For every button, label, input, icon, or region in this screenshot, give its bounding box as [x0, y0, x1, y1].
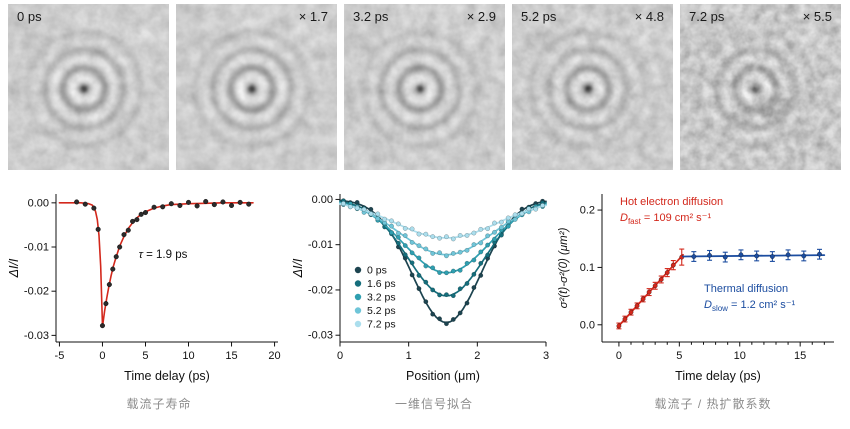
svg-text:σ²(t)-σ²(0) (μm²): σ²(t)-σ²(0) (μm²) — [558, 227, 570, 308]
axes — [335, 194, 547, 347]
chart-caption: 载流子 / 热扩散系数 — [654, 397, 772, 411]
axes — [51, 194, 278, 347]
svg-text:0.2: 0.2 — [580, 205, 595, 217]
chart-line-profiles: 0 1 2 3 0.00 -0.01 -0.02 -0.03 Position (μm) ΔI/I… — [288, 186, 554, 412]
diffusion-plot-wrap: 0 5 10 15 0.0 0.1 0.2 Time delay (ps) σ²(t)-σ²(0… — [554, 186, 846, 391]
micrograph-panel: × 1.7 — [176, 4, 337, 170]
svg-text:20: 20 — [268, 350, 280, 362]
micrograph-image — [8, 4, 169, 170]
time-delay-label: 3.2 ps — [353, 9, 389, 24]
svg-text:0: 0 — [616, 350, 622, 362]
svg-text:-0.02: -0.02 — [24, 286, 49, 298]
svg-text:15: 15 — [225, 350, 237, 362]
svg-text:-0.01: -0.01 — [24, 242, 49, 254]
carrier-lifetime-plot-wrap: -5 0 5 10 15 20 0.00 -0.01 -0.02 -0.03 Time delay … — [4, 186, 288, 391]
magnification-label: × 5.5 — [802, 9, 832, 24]
svg-text:ΔI/I: ΔI/I — [7, 258, 21, 278]
line-profiles-plot: 0 1 2 3 0.00 -0.01 -0.02 -0.03 Position (μm) ΔI/I… — [291, 194, 549, 383]
charts-row: -5 0 5 10 15 20 0.00 -0.01 -0.02 -0.03 Time delay … — [0, 186, 850, 412]
svg-text:-0.01: -0.01 — [308, 239, 333, 251]
time-delay-label: 5.2 ps — [521, 9, 557, 24]
svg-text:0.0: 0.0 — [580, 319, 595, 331]
svg-text:10: 10 — [734, 350, 746, 362]
svg-text:0.00: 0.00 — [312, 194, 333, 206]
svg-text:0: 0 — [337, 350, 343, 362]
svg-text:Time delay (ps): Time delay (ps) — [675, 369, 761, 383]
svg-text:1: 1 — [406, 350, 412, 362]
svg-text:10: 10 — [182, 350, 194, 362]
svg-text:5.2 ps: 5.2 ps — [367, 305, 396, 317]
svg-text:-0.03: -0.03 — [24, 330, 49, 342]
micrograph-panel: 3.2 ps × 2.9 — [344, 4, 505, 170]
svg-text:5: 5 — [676, 350, 682, 362]
micrograph-panel: 5.2 ps × 4.8 — [512, 4, 673, 170]
svg-text:15: 15 — [794, 350, 806, 362]
micrograph-panel: 7.2 ps × 5.5 — [680, 4, 841, 170]
chart-carrier-lifetime: -5 0 5 10 15 20 0.00 -0.01 -0.02 -0.03 Time delay … — [4, 186, 288, 412]
plot-annotation: Hot electron diffusion — [620, 196, 724, 208]
plot-annotation: Dfast = 109 cm² s⁻¹ — [620, 212, 712, 227]
svg-text:2: 2 — [474, 350, 480, 362]
svg-text:3: 3 — [543, 350, 549, 362]
magnification-label: × 4.8 — [634, 9, 664, 24]
svg-text:-0.02: -0.02 — [308, 284, 333, 296]
time-delay-label: 0 ps — [17, 9, 42, 24]
magnification-label: × 2.9 — [466, 9, 496, 24]
svg-text:-5: -5 — [55, 350, 65, 362]
chart-caption: 一维信号拟合 — [394, 397, 473, 411]
carrier-lifetime-plot: -5 0 5 10 15 20 0.00 -0.01 -0.02 -0.03 Time delay … — [7, 194, 281, 383]
svg-text:Time delay (ps): Time delay (ps) — [124, 369, 210, 383]
svg-text:τ = 1.9 ps: τ = 1.9 ps — [139, 249, 188, 261]
magnification-label: × 1.7 — [298, 9, 328, 24]
svg-text:0: 0 — [99, 350, 105, 362]
time-delay-label: 7.2 ps — [689, 9, 725, 24]
chart-diffusion: 0 5 10 15 0.0 0.1 0.2 Time delay (ps) σ²(t)-σ²(0… — [554, 186, 846, 412]
svg-text:0.1: 0.1 — [580, 262, 595, 274]
micrograph-image — [344, 4, 505, 170]
micrograph-image — [512, 4, 673, 170]
svg-text:7.2 ps: 7.2 ps — [367, 319, 396, 331]
plot-annotation: Thermal diffusion — [704, 283, 789, 295]
plot-annotation: Dslow = 1.2 cm² s⁻¹ — [704, 299, 796, 314]
micrograph-panel: 0 ps — [8, 4, 169, 170]
line-profiles-plot-wrap: 0 1 2 3 0.00 -0.01 -0.02 -0.03 Position (μm) ΔI/I… — [288, 186, 554, 391]
svg-text:ΔI/I: ΔI/I — [291, 258, 305, 278]
svg-text:1.6 ps: 1.6 ps — [367, 278, 396, 290]
svg-text:5: 5 — [142, 350, 148, 362]
axes — [597, 194, 834, 347]
svg-text:-0.03: -0.03 — [308, 330, 333, 342]
svg-text:3.2 ps: 3.2 ps — [367, 292, 396, 304]
micrograph-row: 0 ps × 1.7 3.2 ps × 2.9 5.2 ps × 4.8 7.2… — [0, 0, 850, 170]
svg-text:0 ps: 0 ps — [367, 265, 387, 277]
micrograph-image — [176, 4, 337, 170]
micrograph-image — [680, 4, 841, 170]
svg-text:Position (μm): Position (μm) — [406, 369, 480, 383]
chart-caption: 载流子寿命 — [126, 397, 192, 411]
diffusion-plot: 0 5 10 15 0.0 0.1 0.2 Time delay (ps) σ²(t)-σ²(0… — [558, 194, 834, 383]
svg-text:0.00: 0.00 — [28, 197, 49, 209]
